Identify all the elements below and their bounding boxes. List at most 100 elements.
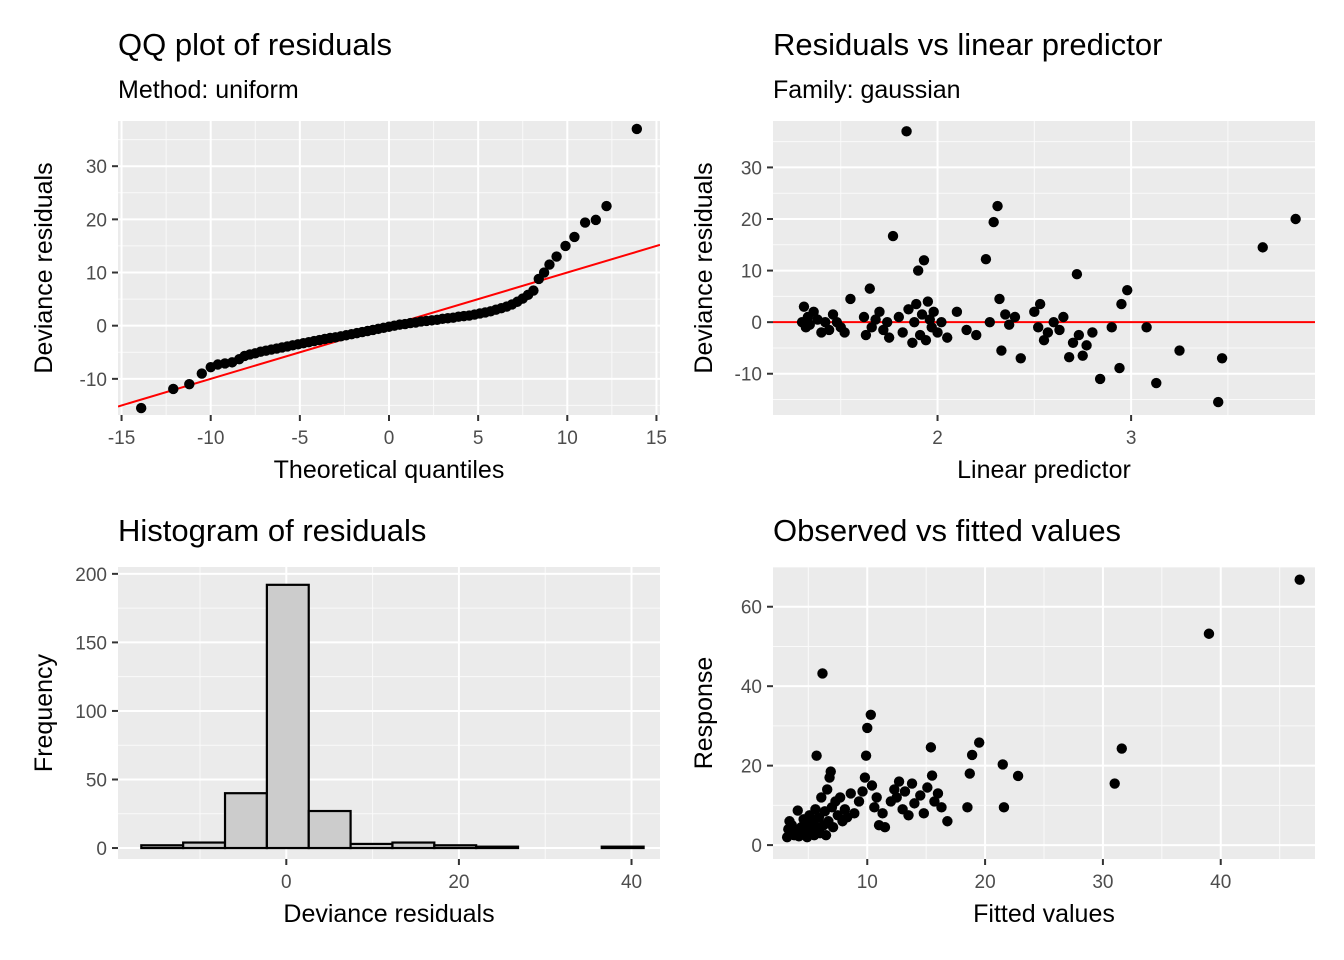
data-point	[1058, 311, 1069, 323]
data-point	[834, 792, 846, 803]
data-point	[1290, 213, 1301, 225]
y-tick-label: 100	[75, 702, 107, 723]
data-point	[988, 216, 999, 228]
data-point	[925, 742, 937, 753]
data-point	[839, 804, 851, 815]
y-axis-title: Response	[690, 657, 718, 770]
data-point	[1042, 327, 1054, 338]
data-point	[839, 327, 850, 338]
data-point	[918, 808, 930, 819]
y-tick-label: 20	[741, 210, 762, 231]
data-point	[928, 306, 939, 318]
y-tick-label: 10	[86, 264, 107, 285]
data-point	[961, 324, 972, 336]
data-point	[866, 780, 878, 791]
data-point	[922, 296, 934, 307]
data-point	[903, 810, 914, 821]
data-point	[845, 788, 856, 799]
x-tick-label: 5	[473, 428, 484, 449]
x-tick-label: 20	[975, 872, 996, 893]
y-tick-label: 60	[741, 598, 762, 619]
y-axis-title: Deviance residuals	[30, 162, 58, 373]
y-tick-label: 30	[741, 158, 762, 179]
data-point	[877, 808, 888, 819]
data-point	[871, 792, 882, 803]
data-point	[1106, 322, 1117, 333]
data-point	[869, 802, 880, 813]
y-axis-title: Frequency	[30, 653, 58, 772]
data-point	[792, 805, 803, 816]
data-point	[1081, 340, 1092, 351]
data-point	[887, 230, 899, 242]
data-point	[909, 798, 920, 809]
data-point	[544, 259, 555, 270]
panel-3: Histogram of residuals 0 20 40 0 50 100 150 200 D…	[30, 513, 660, 928]
data-point	[857, 786, 868, 797]
data-point	[811, 750, 822, 761]
data-point	[964, 768, 975, 779]
data-point	[862, 722, 873, 734]
data-point	[889, 784, 900, 795]
y-axis-title: Deviance residuals	[690, 162, 718, 373]
data-point	[942, 332, 953, 343]
data-point	[916, 309, 928, 320]
data-point	[528, 285, 539, 296]
data-point	[1012, 770, 1024, 782]
data-point	[798, 301, 810, 312]
panel-title: Histogram of residuals	[118, 513, 426, 548]
data-point	[883, 332, 895, 343]
data-point	[538, 267, 550, 278]
y-tick-label: 10	[741, 262, 762, 283]
y-tick-label: 0	[96, 839, 107, 860]
data-point	[882, 316, 893, 328]
y-tick-label: 0	[96, 317, 107, 338]
panel-2: Residuals vs linear predictor Family: gau…	[690, 27, 1315, 484]
data-point	[1087, 327, 1098, 338]
data-point	[1073, 329, 1085, 341]
data-point	[899, 786, 911, 797]
data-point	[918, 255, 930, 266]
y-tick-label: 50	[86, 770, 107, 791]
data-point	[1213, 396, 1224, 408]
data-point	[823, 324, 835, 336]
data-point	[1141, 322, 1152, 333]
data-point	[551, 251, 562, 262]
data-point	[859, 772, 871, 783]
data-point	[879, 822, 891, 833]
y-tick-label: -10	[735, 365, 762, 386]
data-point	[1116, 298, 1127, 310]
histogram-bar	[433, 844, 478, 850]
data-point	[911, 298, 922, 310]
data-point	[942, 816, 953, 827]
data-point	[822, 784, 833, 795]
data-point	[1029, 306, 1040, 318]
data-point	[980, 254, 992, 265]
data-point	[932, 788, 944, 799]
histogram-bar	[140, 844, 185, 850]
data-point	[1054, 324, 1065, 336]
y-tick-label: 40	[741, 677, 762, 698]
panel-1: QQ plot of residuals Method: uniform -15 -1…	[30, 27, 667, 484]
histogram-bar	[391, 841, 436, 850]
data-point	[1034, 298, 1046, 310]
data-point	[810, 804, 821, 815]
y-tick-label: 0	[751, 313, 762, 334]
data-point	[1122, 284, 1133, 296]
data-point	[865, 709, 876, 720]
x-tick-label: 10	[857, 872, 878, 893]
data-point	[820, 829, 832, 841]
y-tick-label: 200	[75, 565, 107, 586]
data-point	[560, 240, 571, 252]
data-point	[897, 327, 908, 338]
x-tick-label: 2	[932, 428, 943, 449]
x-tick-label: 3	[1126, 428, 1137, 449]
data-point	[816, 792, 827, 803]
data-point	[903, 304, 914, 315]
data-point	[1114, 362, 1125, 374]
data-point	[1015, 353, 1026, 364]
plot-background	[118, 567, 660, 859]
data-point	[973, 737, 985, 748]
histogram-bar	[600, 845, 645, 850]
data-point	[998, 802, 1010, 813]
